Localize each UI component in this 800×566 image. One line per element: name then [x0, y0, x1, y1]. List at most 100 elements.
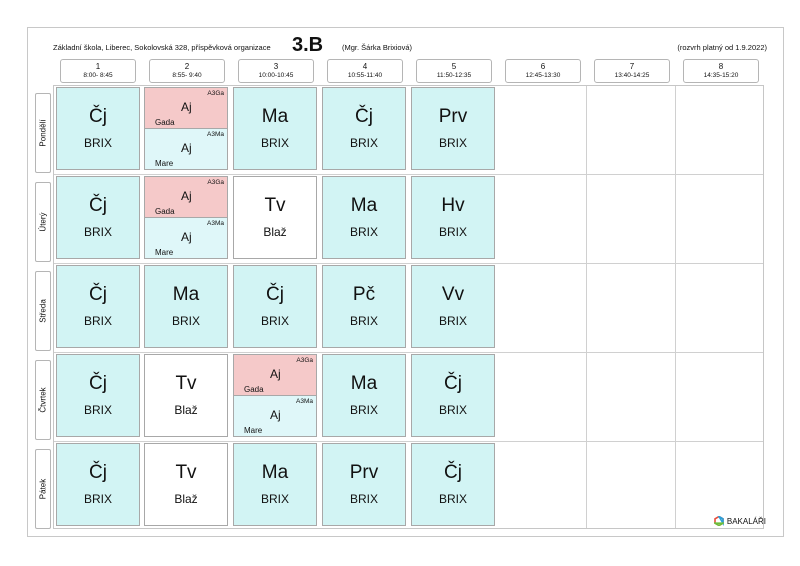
day-label-thursday: Čtvrtek: [35, 360, 51, 440]
period-time: 10:00-10:45: [258, 72, 294, 79]
lesson-teacher: BRIX: [171, 314, 200, 328]
lesson-teacher: BRIX: [83, 314, 112, 328]
lesson-subject: Ma: [261, 462, 289, 483]
lesson-cell-thu-5[interactable]: Čj BRIX: [411, 354, 495, 437]
lesson-cell-tue-4[interactable]: Ma BRIX: [322, 176, 406, 259]
lesson-cell-tue-3[interactable]: Tv Blaž: [233, 176, 317, 259]
day-label-tuesday: Úterý: [35, 182, 51, 262]
lesson-subject: Aj: [181, 100, 192, 114]
lesson-teacher: BRIX: [438, 225, 467, 239]
group-lesson-a3ma[interactable]: A3Ma Aj Mare: [145, 129, 227, 169]
lesson-cell-fri-3[interactable]: Ma BRIX: [233, 443, 317, 526]
lesson-teacher: Mare: [155, 159, 174, 168]
lesson-teacher: BRIX: [83, 225, 112, 239]
lesson-teacher: Gada: [244, 385, 264, 394]
period-header-4: 4 10:55-11:40: [327, 59, 403, 83]
lesson-subject: Prv: [438, 106, 468, 127]
lesson-subject: Čj: [89, 373, 107, 394]
lesson-subject: Hv: [441, 195, 465, 216]
lesson-cell-fri-4[interactable]: Prv BRIX: [322, 443, 406, 526]
lesson-cell-wed-4[interactable]: Pč BRIX: [322, 265, 406, 348]
lesson-teacher: BRIX: [83, 403, 112, 417]
lesson-subject: Prv: [349, 462, 379, 483]
lesson-group: A3Ma: [296, 398, 313, 405]
grid-col-line: [675, 86, 676, 528]
lesson-cell-wed-5[interactable]: Vv BRIX: [411, 265, 495, 348]
period-time: 13:40-14:25: [614, 72, 650, 79]
class-teacher: (Mgr. Šárka Brixiová): [342, 43, 413, 52]
lesson-teacher: Mare: [244, 426, 263, 435]
lesson-teacher: BRIX: [349, 136, 378, 150]
lesson-subject: Aj: [181, 230, 192, 244]
lesson-cell-thu-2[interactable]: Tv Blaž: [144, 354, 228, 437]
group-lesson-a3ga[interactable]: A3Ga Aj Gada: [234, 355, 316, 396]
lesson-subject: Čj: [89, 284, 107, 305]
period-time: 8:55- 9:40: [172, 72, 202, 79]
lesson-teacher: Blaž: [263, 225, 287, 239]
group-lesson-a3ma[interactable]: A3Ma Aj Mare: [234, 396, 316, 436]
lesson-teacher: Gada: [155, 118, 175, 127]
lesson-subject: Čj: [444, 373, 462, 394]
lesson-teacher: BRIX: [438, 492, 467, 506]
lesson-teacher: BRIX: [260, 136, 289, 150]
group-lesson-a3ma[interactable]: A3Ma Aj Mare: [145, 218, 227, 258]
lesson-group: A3Ga: [207, 179, 224, 186]
day-label-text: Pátek: [38, 478, 48, 500]
lesson-cell-mon-2[interactable]: A3Ga Aj Gada A3Ma Aj Mare: [144, 87, 228, 170]
valid-from: (rozvrh platný od 1.9.2022): [677, 43, 767, 52]
period-number: 7: [629, 62, 635, 71]
timetable-sheet: [27, 27, 784, 537]
day-label-wednesday: Středa: [35, 271, 51, 351]
lesson-subject: Tv: [175, 373, 197, 394]
lesson-cell-tue-2[interactable]: A3Ga Aj Gada A3Ma Aj Mare: [144, 176, 228, 259]
lesson-cell-thu-1[interactable]: Čj BRIX: [56, 354, 140, 437]
lesson-cell-wed-2[interactable]: Ma BRIX: [144, 265, 228, 348]
period-time: 8:00- 8:45: [83, 72, 113, 79]
group-lesson-a3ga[interactable]: A3Ga Aj Gada: [145, 177, 227, 218]
lesson-teacher: BRIX: [438, 403, 467, 417]
lesson-subject: Aj: [270, 408, 281, 422]
lesson-subject: Ma: [350, 195, 378, 216]
day-label-text: Středa: [38, 299, 48, 323]
lesson-cell-mon-4[interactable]: Čj BRIX: [322, 87, 406, 170]
group-lesson-a3ga[interactable]: A3Ga Aj Gada: [145, 88, 227, 129]
lesson-cell-mon-1[interactable]: Čj BRIX: [56, 87, 140, 170]
lesson-subject: Aj: [181, 189, 192, 203]
lesson-subject: Aj: [181, 141, 192, 155]
grid-row-line: [54, 441, 763, 442]
lesson-cell-fri-5[interactable]: Čj BRIX: [411, 443, 495, 526]
lesson-cell-fri-2[interactable]: Tv Blaž: [144, 443, 228, 526]
day-label-monday: Pondělí: [35, 93, 51, 173]
bakalari-logo-icon: [713, 516, 724, 526]
lesson-cell-tue-5[interactable]: Hv BRIX: [411, 176, 495, 259]
period-header-1: 1 8:00- 8:45: [60, 59, 136, 83]
period-number: 6: [540, 62, 546, 71]
lesson-subject: Čj: [89, 195, 107, 216]
lesson-cell-mon-5[interactable]: Prv BRIX: [411, 87, 495, 170]
lesson-cell-tue-1[interactable]: Čj BRIX: [56, 176, 140, 259]
lesson-subject: Čj: [89, 106, 107, 127]
lesson-teacher: BRIX: [349, 314, 378, 328]
lesson-teacher: BRIX: [83, 136, 112, 150]
period-header-3: 3 10:00-10:45: [238, 59, 314, 83]
lesson-teacher: BRIX: [83, 492, 112, 506]
lesson-group: A3Ga: [207, 90, 224, 97]
school-name: Základní škola, Liberec, Sokolovská 328,…: [53, 43, 271, 52]
lesson-teacher: BRIX: [438, 136, 467, 150]
period-number: 3: [273, 62, 279, 71]
lesson-cell-wed-3[interactable]: Čj BRIX: [233, 265, 317, 348]
lesson-cell-mon-3[interactable]: Ma BRIX: [233, 87, 317, 170]
lesson-teacher: BRIX: [260, 492, 289, 506]
bakalari-logo: BAKALÁŘI: [713, 516, 766, 526]
lesson-teacher: Blaž: [174, 492, 198, 506]
lesson-cell-thu-3[interactable]: A3Ga Aj Gada A3Ma Aj Mare: [233, 354, 317, 437]
lesson-teacher: BRIX: [349, 492, 378, 506]
lesson-group: A3Ma: [207, 220, 224, 227]
lesson-cell-fri-1[interactable]: Čj BRIX: [56, 443, 140, 526]
lesson-teacher: BRIX: [349, 403, 378, 417]
lesson-cell-wed-1[interactable]: Čj BRIX: [56, 265, 140, 348]
lesson-cell-thu-4[interactable]: Ma BRIX: [322, 354, 406, 437]
class-title: 3.B: [292, 34, 324, 56]
logo-text: BAKALÁŘI: [726, 516, 766, 526]
lesson-teacher: Blaž: [174, 403, 198, 417]
